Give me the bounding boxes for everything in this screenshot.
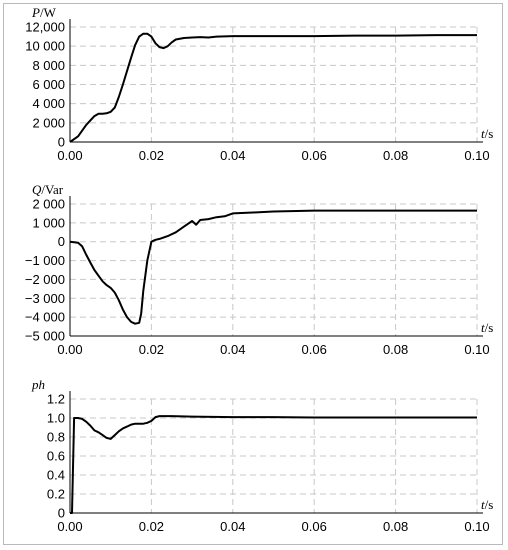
chart-panel-power: 0 2 000 4 000 6 000 8 000 10 000 12,000 0.00 0.0… — [25, 5, 493, 163]
chart-panel-phase: 0 0.2 0.4 0.6 0.8 1.0 1.2 0.00 0.02 0.04 0.06 0.08 0… — [31, 377, 493, 534]
y-tick-label: 1.2 — [47, 392, 65, 407]
x-tick-label: 0.06 — [302, 342, 327, 357]
y-tick-label: 0 — [58, 135, 65, 150]
x-axis-label: t/s — [481, 126, 493, 141]
x-tick-label: 0.08 — [383, 148, 408, 163]
y-tick-label: −4 000 — [25, 310, 65, 325]
x-tick-label: 0.02 — [139, 519, 164, 534]
x-tick-label: 0.04 — [220, 148, 245, 163]
x-tick-label: 0.06 — [302, 148, 327, 163]
x-tick-label: 0.00 — [57, 342, 82, 357]
x-tick-label: 0.02 — [139, 342, 164, 357]
x-tick-label: 0.10 — [464, 148, 489, 163]
x-tick-label: 0.00 — [57, 519, 82, 534]
series-line-power — [69, 32, 477, 143]
x-tick-label: 0.08 — [383, 519, 408, 534]
x-tick-label: 0.04 — [220, 519, 245, 534]
y-tick-label: 1.0 — [47, 411, 65, 426]
y-tick-label: 0.2 — [47, 487, 65, 502]
y-axis-label: ph — [31, 377, 45, 392]
y-tick-label: 2 000 — [32, 115, 65, 130]
y-axis-label: P/W — [31, 5, 57, 20]
series-line-phase — [70, 415, 477, 514]
x-tick-label: 0.10 — [464, 342, 489, 357]
x-tick-label: 0.08 — [383, 342, 408, 357]
y-tick-label: 10 000 — [25, 39, 65, 54]
y-tick-label: −3 000 — [25, 291, 65, 306]
y-tick-label: −1 000 — [25, 253, 65, 268]
figure-frame — [3, 3, 503, 545]
x-tick-label: 0.00 — [57, 148, 82, 163]
y-tick-label: 0.4 — [47, 468, 65, 483]
x-tick-label: 0.04 — [220, 342, 245, 357]
y-tick-label: 6 000 — [32, 77, 65, 92]
series-line-reactive-power — [69, 209, 477, 325]
y-axis-label: Q/Var — [32, 182, 64, 197]
x-tick-label: 0.02 — [139, 148, 164, 163]
y-tick-label: 12,000 — [25, 20, 65, 35]
y-tick-label: −2 000 — [25, 272, 65, 287]
y-tick-label: 2 000 — [32, 197, 65, 212]
x-axis-label: t/s — [481, 497, 493, 512]
y-tick-label: −5 000 — [25, 329, 65, 344]
y-tick-label: 0.8 — [47, 430, 65, 445]
y-tick-label: 4 000 — [32, 96, 65, 111]
x-axis-label: t/s — [481, 320, 493, 335]
x-tick-label: 0.06 — [302, 519, 327, 534]
x-tick-label: 0.10 — [464, 519, 489, 534]
y-tick-label: 0.6 — [47, 449, 65, 464]
chart-panel-reactive-power: 2 000 1 000 0 −1 000 −2 000 −3 000 −4 000 −5 00… — [25, 182, 493, 357]
y-tick-label: 8 000 — [32, 58, 65, 73]
y-tick-label: 0 — [58, 506, 65, 521]
y-tick-label: 0 — [58, 234, 65, 249]
y-tick-label: 1 000 — [32, 215, 65, 230]
